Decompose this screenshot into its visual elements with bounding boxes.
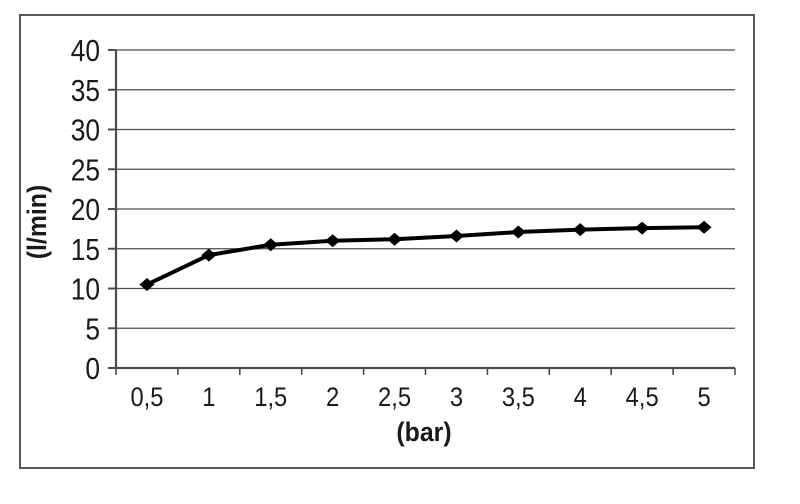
y-tick-label: 25 (71, 153, 100, 187)
y-tick-label: 40 (71, 34, 100, 68)
data-point-marker (201, 248, 217, 262)
x-tick-label: 1,5 (254, 383, 287, 413)
data-point-marker (139, 278, 155, 292)
x-tick-label: 3 (450, 383, 463, 413)
y-tick-label: 5 (85, 312, 100, 346)
data-point-marker (696, 220, 712, 234)
y-axis-title: (l/min) (23, 185, 52, 260)
gridlines (116, 49, 735, 329)
y-tick-label: 10 (71, 273, 100, 307)
data-point-marker (634, 221, 650, 235)
data-point-marker (263, 238, 279, 252)
data-point-marker (510, 225, 526, 239)
data-point-marker (325, 234, 341, 248)
y-tick-label: 20 (71, 193, 100, 227)
data-point-marker (572, 223, 588, 237)
series-line (144, 225, 707, 287)
y-tick-label: 30 (71, 114, 100, 148)
x-tick-label: 4,5 (626, 383, 659, 413)
x-tick-label: 0,5 (130, 383, 163, 413)
x-tick-label: 1 (202, 383, 215, 413)
y-axis-tick-labels: 0 5 10 15 20 25 30 35 40 (71, 34, 100, 386)
data-point-marker (387, 232, 403, 246)
x-tick-label: 3,5 (502, 383, 535, 413)
data-point-marker (448, 229, 464, 243)
x-axis-tick-labels: 0,5 1 1,5 2 2,5 3 3,5 4 4,5 5 (130, 383, 710, 413)
y-tick-label: 15 (71, 233, 100, 267)
chart-frame (19, 14, 755, 469)
x-tick-label: 2 (326, 383, 339, 413)
x-axis-title: (bar) (396, 418, 451, 447)
y-tick-label: 35 (71, 74, 100, 108)
x-tick-label: 5 (697, 383, 710, 413)
x-tick-label: 2,5 (378, 383, 411, 413)
x-tick-label: 4 (574, 383, 587, 413)
x-axis-ticks (115, 368, 736, 375)
y-axis-ticks (108, 49, 116, 369)
data-series (139, 220, 712, 292)
y-tick-label: 0 (85, 352, 100, 386)
